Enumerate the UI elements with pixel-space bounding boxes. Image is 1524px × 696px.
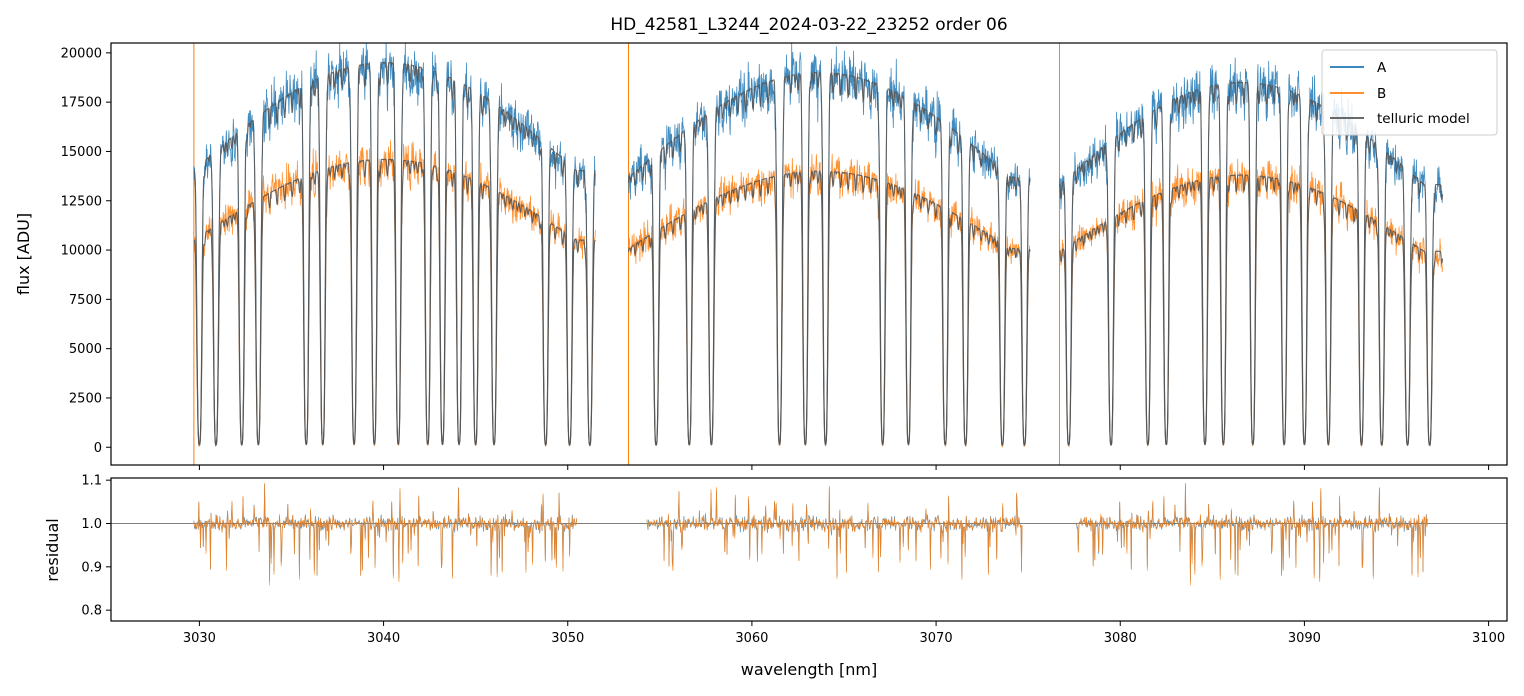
- residual-x-tick-label: 3040: [367, 631, 400, 646]
- residual-b-line: [646, 485, 1023, 580]
- residual-panel: 0.8 0.9 1.0 1.1 3030 3040 3050 3060 3070 3080 309…: [43, 474, 1508, 679]
- flux-panel: 0 2500 5000 7500 10000 12500 15000 17500 20000 f…: [14, 42, 1508, 470]
- telluric-model-line-b: [1059, 174, 1444, 447]
- residual-x-tick-label: 3070: [920, 631, 953, 646]
- flux-y-tick-label: 5000: [69, 342, 102, 357]
- flux-y-tick-label: 10000: [61, 244, 102, 259]
- telluric-model-line: [627, 70, 1031, 446]
- flux-y-tick-label: 0: [94, 441, 102, 456]
- residual-x-tick-label: 3030: [183, 631, 216, 646]
- flux-series-group: [193, 43, 1444, 465]
- flux-y-tick-label: 15000: [61, 145, 102, 160]
- residual-y-axis-label: residual: [43, 518, 62, 581]
- legend-label-a: A: [1377, 60, 1387, 76]
- flux-y-tick-label: 20000: [61, 46, 102, 61]
- residual-x-tick-label: 3090: [1288, 631, 1321, 646]
- legend-label-telluric: telluric model: [1377, 111, 1470, 127]
- residual-x-tick-label: 3050: [551, 631, 584, 646]
- legend-label-b: B: [1377, 86, 1386, 102]
- residual-axes-frame: [110, 477, 1508, 622]
- flux-y-tick-label: 12500: [61, 194, 102, 209]
- residual-a-line: [1075, 483, 1428, 582]
- residual-x-tick-label: 3100: [1472, 631, 1505, 646]
- flux-y-tick-label: 17500: [61, 96, 102, 111]
- flux-axes-frame: [110, 42, 1508, 466]
- legend-box: [1321, 49, 1498, 136]
- flux-y-tick-label: 7500: [69, 293, 102, 308]
- residual-y-tick-label: 0.8: [81, 604, 102, 619]
- flux-y-ticks: 0 2500 5000 7500 10000 12500 15000 17500 20000: [61, 46, 111, 456]
- residual-x-tick-label: 3080: [1104, 631, 1137, 646]
- flux-x-ticks: [198, 465, 1490, 470]
- residual-x-ticks: 3030 3040 3050 3060 3070 3080 3090 3100: [183, 621, 1505, 646]
- residual-y-tick-label: 1.1: [81, 474, 102, 489]
- residual-b-line: [193, 483, 578, 586]
- chart-title: HD_42581_L3244_2024-03-22_23252 order 06: [610, 15, 1007, 35]
- telluric-model-line-b: [193, 158, 596, 446]
- residual-b-line: [1075, 483, 1428, 586]
- residual-x-tick-label: 3060: [735, 631, 768, 646]
- residual-series-group: [111, 483, 1507, 586]
- residual-a-line: [193, 483, 578, 582]
- flux-y-axis-label: flux [ADU]: [14, 213, 33, 295]
- legend: A B telluric model: [1321, 49, 1498, 136]
- residual-y-tick-label: 0.9: [81, 560, 102, 575]
- telluric-model-line-b: [627, 169, 1031, 446]
- residual-y-tick-label: 1.0: [81, 517, 102, 532]
- residual-y-ticks: 0.8 0.9 1.0 1.1: [81, 474, 111, 619]
- x-axis-label: wavelength [nm]: [741, 660, 878, 679]
- flux-y-tick-label: 2500: [69, 391, 102, 406]
